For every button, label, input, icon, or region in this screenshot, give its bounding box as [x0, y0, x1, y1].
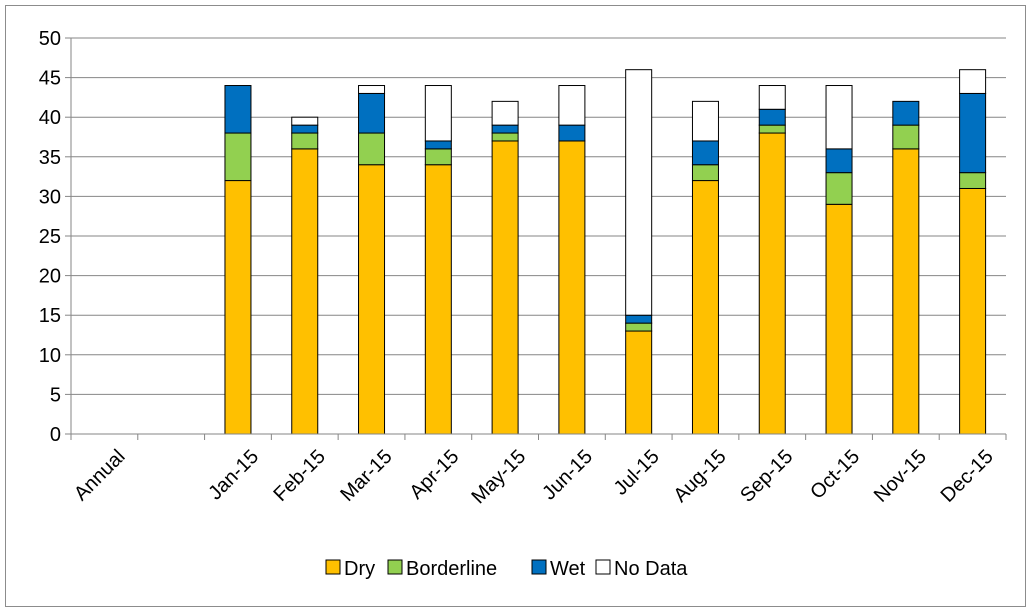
x-tick-label: Jan-15 [204, 446, 263, 505]
bar-segment-wet [892, 100, 920, 126]
bar-segment-dry [825, 203, 853, 435]
x-tick-label: Apr-15 [405, 446, 463, 504]
bar-segment-borderline [825, 172, 853, 205]
bar-segment-no-data [558, 85, 586, 126]
y-tick-label: 10 [39, 345, 61, 367]
legend-label: Borderline [406, 558, 497, 580]
bar-segment-wet [224, 85, 252, 134]
legend-label: Dry [344, 558, 375, 580]
bar-segment-dry [291, 148, 319, 435]
bar-segment-borderline [758, 124, 786, 134]
bar-segment-no-data [424, 85, 452, 142]
bar-segment-no-data [625, 69, 653, 316]
bar-segment-no-data [358, 85, 386, 94]
bar-segment-no-data [758, 85, 786, 110]
legend-label: No Data [614, 558, 688, 580]
x-axis-ticks: Annual Jan-15 Feb-15 Mar-15 Apr-15 May-15 Jun-… [70, 434, 1007, 509]
bar-segment-no-data [491, 100, 519, 126]
bar-segment-wet [825, 148, 853, 174]
bar-segment-borderline [224, 132, 252, 182]
bar-segment-wet [959, 92, 987, 174]
bar-segment-borderline [491, 132, 519, 142]
x-tick-label: Sep-15 [736, 446, 797, 507]
y-tick-label: 20 [39, 266, 61, 288]
bar-segment-dry [691, 180, 719, 435]
bar-segment-borderline [691, 164, 719, 182]
bars [224, 69, 987, 435]
bar-segment-no-data [825, 85, 853, 150]
y-tick-label: 50 [39, 28, 61, 50]
bar-segment-dry [625, 330, 653, 435]
bar-segment-wet [625, 314, 653, 324]
bar-segment-borderline [358, 132, 386, 166]
x-tick-label: Feb-15 [270, 446, 330, 506]
bar-segment-no-data [291, 116, 319, 126]
x-tick-label: Jul-15 [610, 446, 664, 500]
bar-segment-wet [424, 140, 452, 150]
bar-segment-borderline [424, 148, 452, 166]
bar-segment-dry [892, 148, 920, 435]
legend-swatch [387, 559, 403, 575]
gridlines [71, 37, 1006, 395]
bar-segment-wet [758, 108, 786, 126]
y-tick-label: 5 [50, 384, 61, 406]
y-tick-label: 15 [39, 305, 61, 327]
bar-segment-dry [558, 140, 586, 435]
x-tick-label: Jun-15 [538, 446, 597, 505]
bar-segment-dry [491, 140, 519, 435]
x-tick-label: Dec-15 [937, 446, 998, 507]
legend-swatch [531, 559, 547, 575]
legend-label: Wet [550, 558, 586, 580]
y-axis-ticks: 0 5 10 15 20 25 30 35 40 45 50 [39, 28, 71, 446]
bar-segment-wet [558, 124, 586, 142]
bar-segment-borderline [959, 172, 987, 189]
bar-segment-no-data [691, 100, 719, 142]
legend-item-wet: Wet [531, 558, 586, 580]
legend-item-dry: Dry [325, 558, 375, 580]
bar-segment-wet [358, 92, 386, 134]
bar-segment-dry [358, 164, 386, 435]
bar-segment-wet [691, 140, 719, 166]
x-tick-label: Mar-15 [336, 446, 396, 506]
bar-segment-no-data [959, 69, 987, 94]
bar-segment-dry [424, 164, 452, 435]
bar-segment-borderline [625, 322, 653, 332]
legend-item-borderline: Borderline [387, 558, 497, 580]
x-tick-label: Aug-15 [669, 446, 730, 507]
bar-segment-wet [491, 124, 519, 134]
x-tick-label: Annual [70, 446, 130, 506]
bar-segment-wet [291, 124, 319, 134]
y-tick-label: 30 [39, 186, 61, 208]
bar-segment-dry [959, 187, 987, 435]
y-tick-label: 0 [50, 424, 61, 446]
legend-swatch [325, 559, 341, 575]
x-tick-label: Oct-15 [806, 446, 864, 504]
x-tick-label: May-15 [468, 446, 531, 509]
y-tick-label: 35 [39, 147, 61, 169]
legend-item-no-data: No Data [595, 558, 688, 580]
bar-segment-borderline [291, 132, 319, 150]
y-tick-label: 40 [39, 107, 61, 129]
bar-segment-dry [758, 132, 786, 435]
x-tick-label: Nov-15 [870, 446, 931, 507]
legend-swatch [595, 559, 611, 575]
y-tick-label: 45 [39, 68, 61, 90]
bar-segment-dry [224, 180, 252, 435]
bar-segment-borderline [892, 124, 920, 150]
y-tick-label: 25 [39, 226, 61, 248]
legend: Dry Borderline Wet No Data [325, 558, 688, 580]
